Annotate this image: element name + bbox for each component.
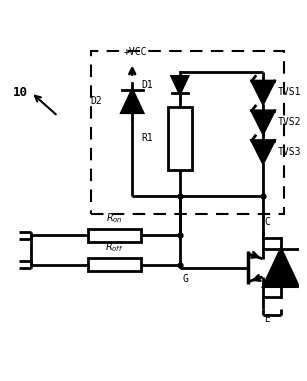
Bar — [87, 258, 141, 271]
Bar — [168, 107, 192, 170]
Polygon shape — [252, 141, 274, 163]
Text: TVS3: TVS3 — [278, 147, 301, 157]
Text: E: E — [265, 314, 270, 323]
Polygon shape — [172, 76, 188, 93]
Polygon shape — [252, 81, 274, 104]
Text: R1: R1 — [141, 133, 153, 144]
Text: D1: D1 — [141, 80, 153, 90]
Text: TVS2: TVS2 — [278, 117, 301, 127]
Text: C: C — [265, 217, 270, 227]
Polygon shape — [252, 111, 274, 133]
Text: G: G — [183, 274, 189, 284]
Text: +VCC: +VCC — [123, 47, 147, 57]
Text: D2: D2 — [91, 96, 103, 106]
Text: $R_{on}$: $R_{on}$ — [106, 211, 123, 225]
Text: $R_{off}$: $R_{off}$ — [105, 241, 124, 255]
Bar — [87, 229, 141, 242]
Polygon shape — [122, 90, 143, 113]
Text: TVS1: TVS1 — [278, 87, 301, 98]
Text: 10: 10 — [13, 86, 28, 99]
Polygon shape — [263, 249, 299, 287]
